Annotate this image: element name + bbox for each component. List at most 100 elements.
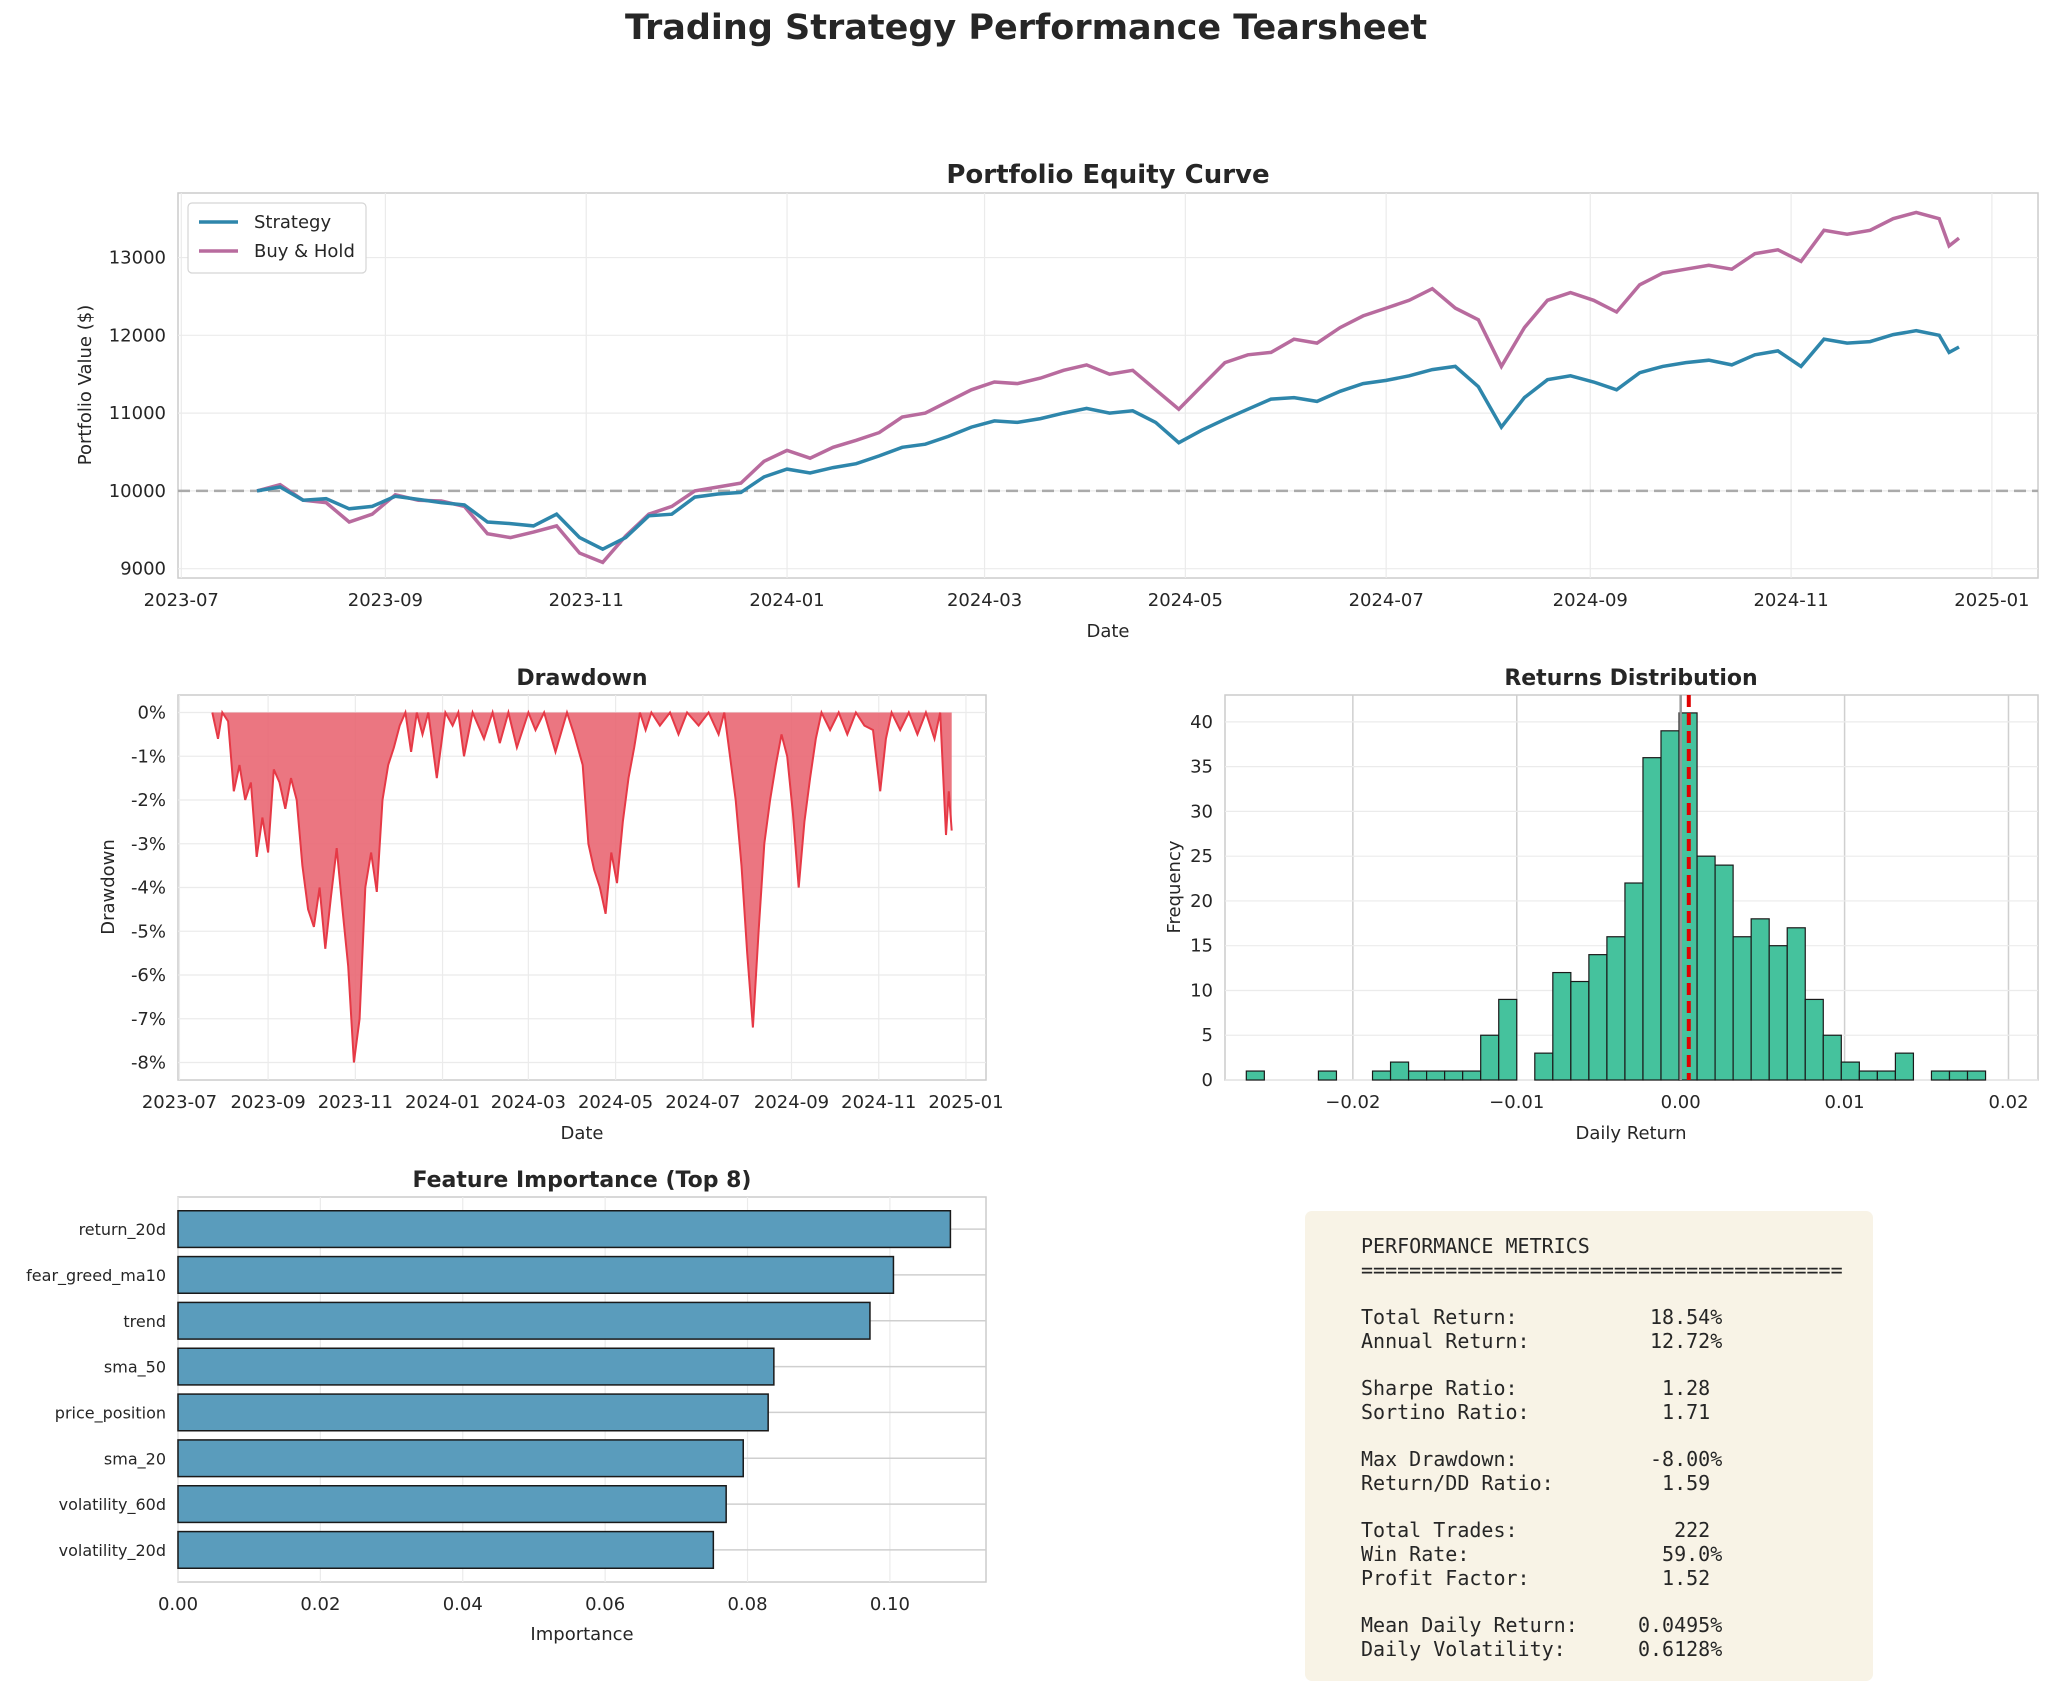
equity-x-tick-label: 2023-07 [144,590,219,611]
features-x-tick-label: 0.04 [443,1594,483,1615]
drawdown-area [212,712,952,1063]
drawdown-x-tick-label: 2024-07 [665,1092,740,1113]
returns-y-tick-label: 15 [1190,936,1213,957]
equity-y-tick-label: 12000 [109,325,166,346]
buyhold-line [256,210,1961,565]
equity-x-tick-label: 2024-09 [1553,590,1628,611]
equity-x-tick-label: 2024-01 [749,590,824,611]
drawdown-line [211,708,953,1063]
feature-label: fear_greed_ma10 [26,1266,166,1286]
equity-x-tick-label: 2024-11 [1753,590,1828,611]
returns-histogram-bar [1642,757,1662,1081]
returns-histogram-bar [1606,936,1626,1081]
returns-x-tick-label: 0.00 [1661,1092,1701,1113]
features-axes-frame [177,1196,987,1583]
equity-y-tick-label: 11000 [109,403,166,424]
returns-y-tick-label: 10 [1190,980,1213,1001]
drawdown-y-tick-label: -1% [131,746,166,767]
equity-x-tick-label: 2023-11 [549,590,624,611]
feature-bar-trend [177,1301,871,1340]
returns-histogram-bar [1930,1070,1951,1081]
features-x-tick-label: 0.08 [727,1594,767,1615]
strategy-line [256,328,1960,552]
returns-histogram-bar [1371,1070,1392,1081]
returns-histogram-bar [1804,998,1824,1081]
returns-histogram-bar [1245,1070,1265,1081]
equity-y-tick-label: 9000 [120,559,166,580]
returns-ylabel: Frequency [1164,840,1185,933]
feature-label: volatility_20d [59,1541,166,1561]
drawdown-x-tick-label: 2023-07 [142,1092,217,1113]
returns-histogram-bar [1624,882,1644,1081]
returns-histogram-bar [1696,855,1716,1081]
equity-panel: 2023-07 2023-09 2023-11 2024-01 2024-03 2024-… [75,160,2039,642]
equity-grid [178,193,2038,578]
features-x-tick-label: 0.06 [585,1594,625,1615]
returns-y-tick-label: 25 [1190,846,1213,867]
returns-histogram-bar [1786,927,1806,1081]
returns-y-tick-label: 35 [1190,757,1213,778]
equity-x-ticks: 2023-07 2023-09 2023-11 2024-01 2024-03 2024-… [144,590,2030,611]
equity-x-tick-label: 2023-09 [348,590,423,611]
returns-histogram-bar [1552,971,1572,1081]
feature-label: sma_20 [104,1449,166,1469]
returns-y-tick-label: 30 [1190,801,1213,822]
returns-histogram-bar [1768,945,1788,1081]
equity-x-tick-label: 2024-07 [1349,590,1424,611]
feature-label: sma_50 [104,1358,166,1378]
returns-histogram-bar [1876,1070,1896,1081]
returns-histogram-bar [1660,730,1680,1081]
legend-buyhold-label: Buy & Hold [254,241,355,262]
drawdown-y-tick-label: 0% [137,703,166,724]
drawdown-y-tick-label: -4% [131,878,166,899]
returns-y-tick-label: 20 [1190,891,1213,912]
equity-axes-frame [177,192,2039,579]
features-x-ticks: 0.00 0.02 0.04 0.06 0.08 0.10 [158,1594,910,1615]
returns-histogram-bar [1407,1070,1428,1081]
feature-bar-return-20d [177,1210,952,1249]
features-bars [177,1210,952,1569]
equity-legend: Strategy Buy & Hold [187,202,367,274]
drawdown-x-tick-label: 2024-05 [578,1092,653,1113]
equity-xlabel: Date [1086,621,1129,642]
equity-x-tick-label: 2024-05 [1148,590,1223,611]
returns-histogram-bar [1588,954,1608,1081]
drawdown-y-tick-label: -5% [131,921,166,942]
equity-ylabel: Portfolio Value ($) [75,305,96,465]
returns-histogram-bar [1732,936,1752,1081]
feature-bar-fear-greed-ma10 [177,1255,895,1294]
drawdown-x-tick-label: 2023-11 [318,1092,393,1113]
drawdown-panel: 2023-07 2023-09 2023-11 2024-01 2024-03 2024-… [98,666,1004,1144]
returns-histogram-bar [1948,1070,1969,1081]
returns-histogram-bar [1822,1034,1842,1081]
metrics-text: PERFORMANCE METRICS ====================… [1361,1234,1843,1661]
returns-histogram-bar [1317,1070,1338,1081]
feature-bar-sma-20 [177,1439,744,1478]
returns-histogram-bar [1498,998,1518,1081]
equity-x-tick-label: 2025-01 [1954,590,2029,611]
drawdown-x-tick-label: 2024-01 [405,1092,480,1113]
figure-title: Trading Strategy Performance Tearsheet [624,8,1428,48]
returns-y-tick-label: 40 [1190,712,1213,733]
returns-histogram-bar [1462,1070,1482,1081]
drawdown-y-tick-label: -7% [131,1009,166,1030]
drawdown-y-ticks: 0% -1% -2% -3% -4% -5% -6% -7% -8% [131,703,166,1074]
drawdown-x-tick-label: 2023-09 [230,1092,305,1113]
returns-histogram-bar [1966,1070,1987,1081]
returns-histogram-bar [1534,1052,1554,1081]
returns-histogram-bar [1750,918,1770,1081]
feature-label: price_position [55,1403,166,1423]
returns-x-tick-label: 0.01 [1825,1092,1865,1113]
returns-xlabel: Daily Return [1576,1123,1687,1144]
returns-title: Returns Distribution [1504,666,1757,691]
returns-bars [1245,712,1987,1081]
returns-y-tick-label: 0 [1202,1070,1213,1091]
equity-title: Portfolio Equity Curve [946,160,1269,190]
drawdown-y-tick-label: -2% [131,790,166,811]
features-title: Feature Importance (Top 8) [412,1168,751,1193]
equity-x-tick-label: 2024-03 [947,590,1022,611]
returns-x-tick-label: −0.02 [1325,1092,1380,1113]
returns-histogram-bar [1444,1070,1464,1081]
